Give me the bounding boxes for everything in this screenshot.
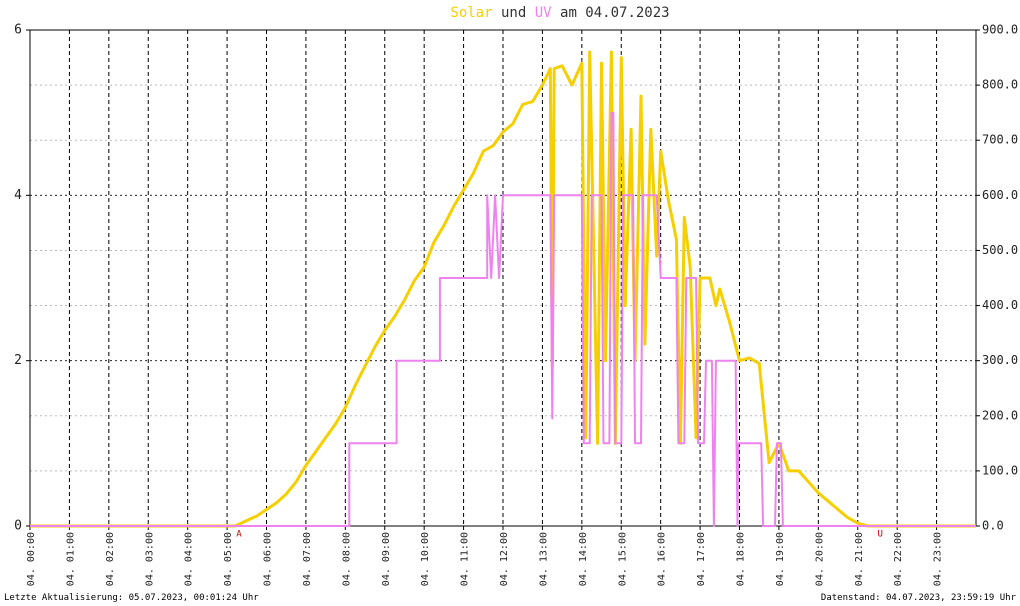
x-tick-label: 04. 02:00 [105,532,116,586]
x-tick-label: 04. 05:00 [223,532,234,586]
y2-tick-label: 600.0 [982,188,1018,202]
x-tick-label: 04. 01:00 [65,532,76,586]
x-tick-label: 04. 22:00 [893,532,904,586]
annotation: A [236,530,242,540]
x-tick-label: 04. 19:00 [775,532,786,586]
x-tick-label: 04. 06:00 [263,532,274,586]
title-date: am 04.07.2023 [560,5,670,21]
x-tick-label: 04. 17:00 [696,532,707,586]
x-tick-label: 04. 23:00 [933,532,944,586]
y2-tick-label: 800.0 [982,78,1018,92]
title-uv: UV [535,5,552,21]
x-tick-label: 04. 10:00 [420,532,431,586]
x-tick-label: 04. 08:00 [341,532,352,586]
series-line [30,111,976,527]
y-tick-label: 6 [14,23,22,38]
plot-frame [29,29,977,527]
x-tick-label: 04. 03:00 [144,532,155,586]
title-und: und [501,5,526,21]
x-tick-label: 04. 07:00 [302,532,313,586]
x-tick-label: 04. 00:00 [26,532,37,586]
x-tick-label: 04. 13:00 [538,532,549,586]
footer-left: Letzte Aktualisierung: 05.07.2023, 00:01… [4,593,259,603]
y-tick-label: 0 [14,519,22,534]
x-tick-label: 04. 18:00 [736,532,747,586]
y2-tick-label: 300.0 [982,353,1018,367]
footer-right: Datenstand: 04.07.2023, 23:59:19 Uhr [821,593,1017,603]
x-tick-label: 04. 16:00 [657,532,668,586]
chart-title: Solar und UV am 04.07.2023 [450,5,669,21]
x-tick-label: 04. 09:00 [381,532,392,586]
y2-tick-label: 400.0 [982,298,1018,312]
y2-tick-label: 500.0 [982,243,1018,257]
series-line [30,50,976,528]
title-solar: Solar [450,5,492,21]
x-tick-label: 04. 20:00 [814,532,825,586]
x-tick-label: 04. 15:00 [617,532,628,586]
y-tick-label: 2 [14,353,22,368]
annotation: U [878,530,883,540]
x-tick-label: 04. 12:00 [499,532,510,586]
x-tick-label: 04. 14:00 [578,532,589,586]
y2-tick-label: 100.0 [982,463,1018,477]
y-tick-label: 4 [14,188,22,203]
y2-tick-label: 200.0 [982,408,1018,422]
y2-tick-label: 0.0 [982,519,1004,533]
y2-tick-label: 700.0 [982,133,1018,147]
y2-tick-label: 900.0 [982,23,1018,37]
x-tick-label: 04. 11:00 [460,532,471,586]
x-tick-label: 04. 21:00 [854,532,865,586]
x-tick-label: 04. 04:00 [184,532,195,586]
